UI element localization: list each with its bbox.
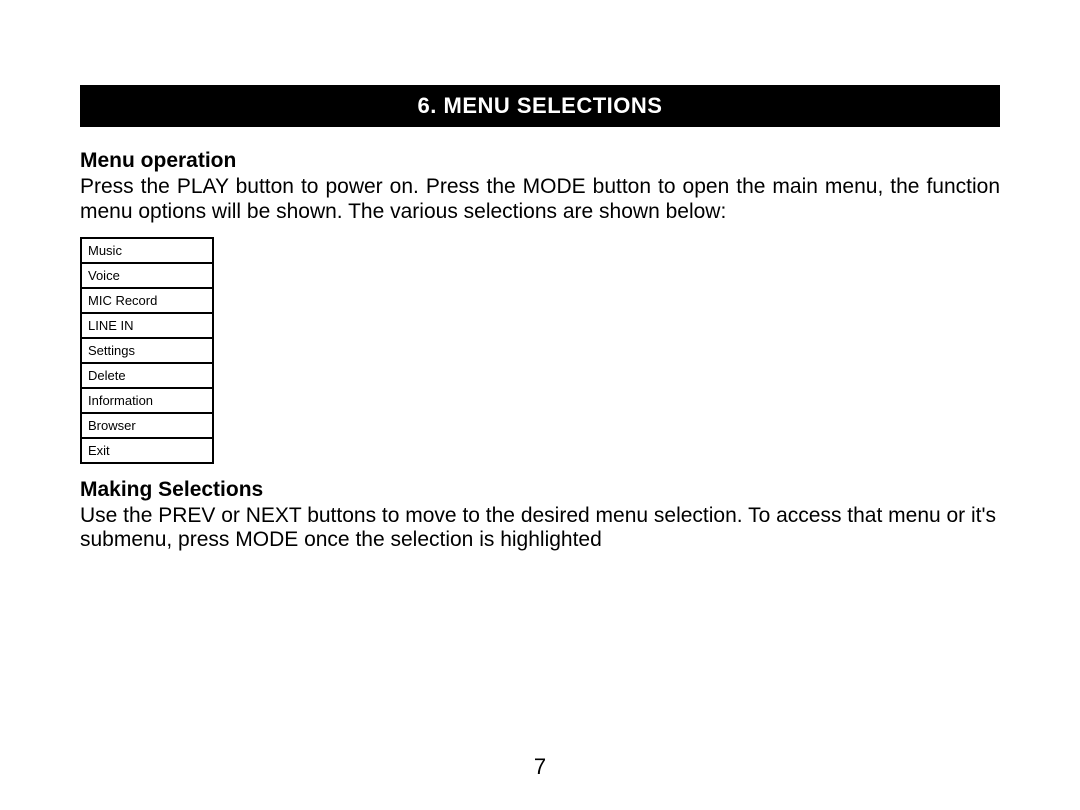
- menu-row-voice: Voice: [82, 264, 212, 289]
- menu-row-music: Music: [82, 239, 212, 264]
- paragraph-making-selections: Use the PREV or NEXT buttons to move to …: [80, 504, 1000, 554]
- menu-options-table: Music Voice MIC Record LINE IN Settings …: [80, 237, 214, 464]
- menu-row-exit: Exit: [82, 439, 212, 464]
- manual-page: 6. MENU SELECTIONS Menu operation Press …: [0, 0, 1080, 553]
- subheading-making-selections: Making Selections: [80, 478, 1000, 502]
- menu-row-information: Information: [82, 389, 212, 414]
- section-header: 6. MENU SELECTIONS: [80, 85, 1000, 127]
- menu-row-line-in: LINE IN: [82, 314, 212, 339]
- subheading-menu-operation: Menu operation: [80, 149, 1000, 173]
- menu-row-settings: Settings: [82, 339, 212, 364]
- menu-row-mic-record: MIC Record: [82, 289, 212, 314]
- paragraph-menu-operation: Press the PLAY button to power on. Press…: [80, 175, 1000, 225]
- menu-row-browser: Browser: [82, 414, 212, 439]
- menu-row-delete: Delete: [82, 364, 212, 389]
- page-number: 7: [0, 754, 1080, 780]
